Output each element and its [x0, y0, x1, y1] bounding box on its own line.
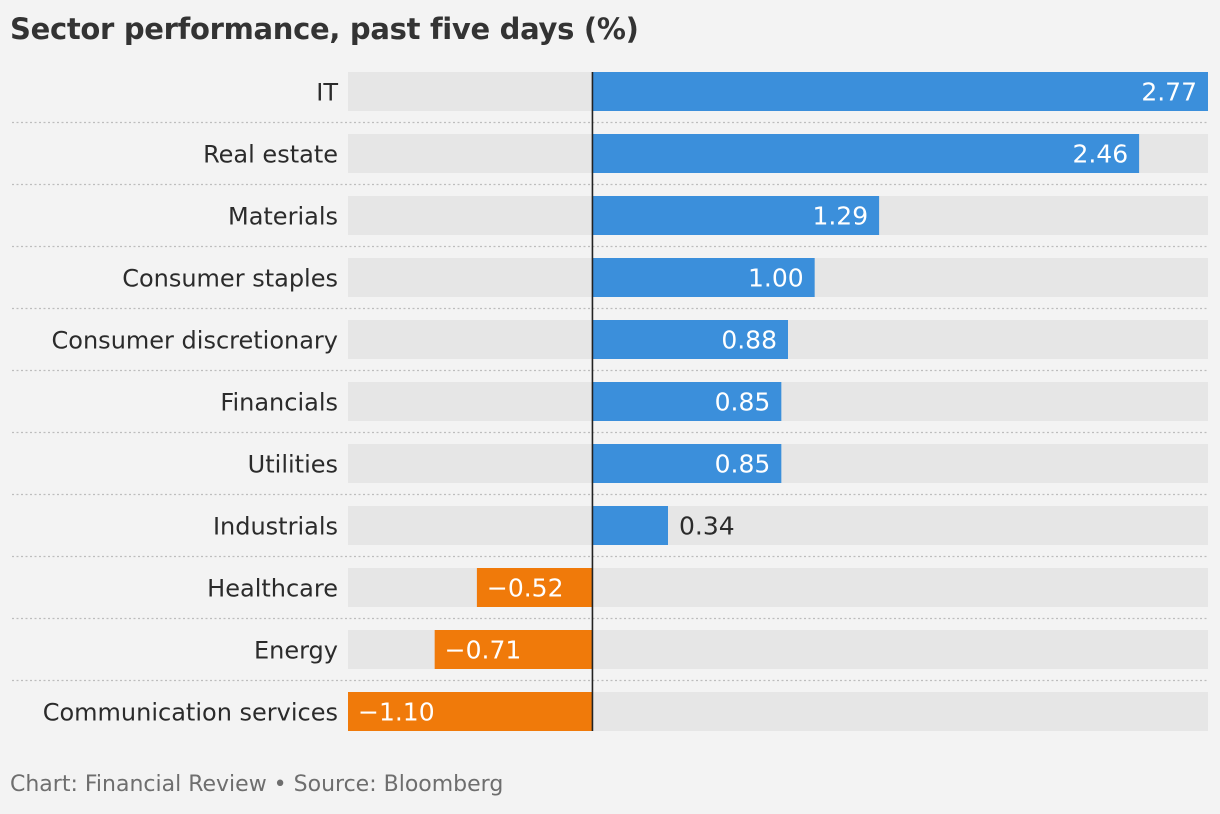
value-label: −1.10	[358, 698, 435, 727]
value-label: 2.77	[1141, 78, 1197, 107]
category-label: Energy	[254, 637, 338, 665]
bar	[592, 134, 1140, 173]
value-label: −0.71	[445, 636, 522, 665]
chart-title: Sector performance, past five days (%)	[10, 12, 639, 46]
bar	[476, 568, 593, 607]
value-label: 0.88	[721, 326, 777, 355]
chart-source: Chart: Financial Review • Source: Bloomb…	[10, 772, 504, 797]
category-label: Utilities	[248, 451, 338, 479]
value-label: 0.85	[715, 450, 771, 479]
category-label: Industrials	[213, 513, 338, 541]
category-label: Materials	[228, 203, 338, 231]
value-label: 0.85	[715, 388, 771, 417]
value-label: 1.29	[812, 202, 868, 231]
bar	[592, 382, 782, 421]
bar	[592, 506, 668, 545]
value-label: −0.52	[487, 574, 564, 603]
category-label: IT	[316, 79, 338, 107]
category-label: Consumer discretionary	[52, 327, 338, 355]
category-label: Communication services	[43, 699, 338, 727]
category-label: Financials	[220, 389, 338, 417]
bar	[348, 692, 593, 731]
value-label: 1.00	[748, 264, 804, 293]
bar	[592, 444, 782, 483]
bar	[592, 196, 880, 235]
bar	[592, 72, 1208, 111]
category-label: Consumer staples	[122, 265, 338, 293]
value-label: 0.34	[679, 512, 735, 541]
bar	[592, 258, 815, 297]
category-label: Healthcare	[207, 575, 338, 603]
bar-track	[348, 506, 1208, 545]
category-label: Real estate	[203, 141, 338, 169]
bar	[434, 630, 593, 669]
value-label: 2.46	[1072, 140, 1128, 169]
bar	[592, 320, 788, 359]
